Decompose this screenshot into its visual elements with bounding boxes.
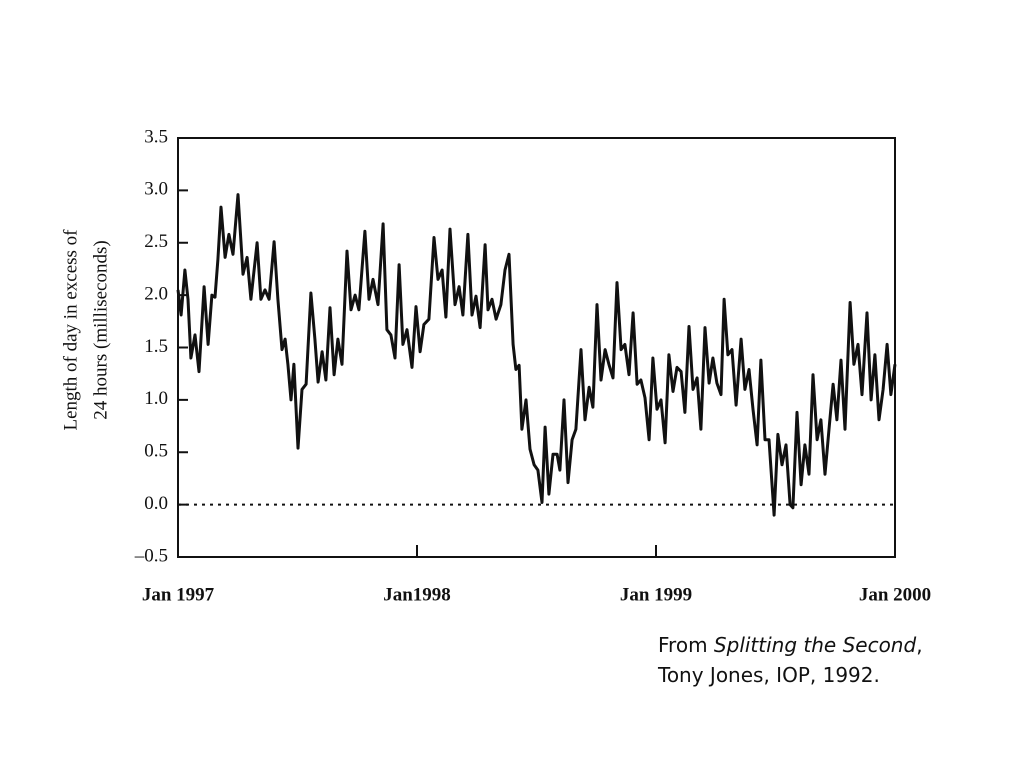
x-tick-label: Jan 1999: [620, 584, 692, 605]
data-line: [176, 193, 897, 517]
y-tick-label: 3.0: [144, 179, 168, 200]
y-tick-label: 3.5: [144, 126, 168, 147]
y-tick-label: 2.0: [144, 283, 168, 304]
y-tick-label: 0.5: [144, 441, 168, 462]
y-tick-label: –0.5: [134, 545, 168, 566]
x-tick-label: Jan 2000: [859, 584, 931, 605]
y-axis-label: Length of day in excess of: [60, 229, 81, 431]
note-title: Splitting the Second: [713, 633, 917, 657]
x-tick-label: Jan1998: [383, 584, 451, 605]
x-tick-label: Jan 1997: [142, 584, 215, 605]
note-text: From: [658, 633, 714, 657]
y-tick-label: 1.5: [144, 336, 168, 357]
note-text: ,: [916, 633, 923, 657]
y-tick-label: 2.5: [144, 231, 168, 252]
y-axis-label: 24 hours (milliseconds): [90, 240, 111, 419]
y-tick-label: 1.0: [144, 388, 168, 409]
note-text: Tony Jones, IOP, 1992.: [658, 663, 880, 687]
y-tick-label: 0.0: [144, 493, 168, 514]
source-note: From Splitting the Second, Tony Jones, I…: [658, 630, 923, 690]
